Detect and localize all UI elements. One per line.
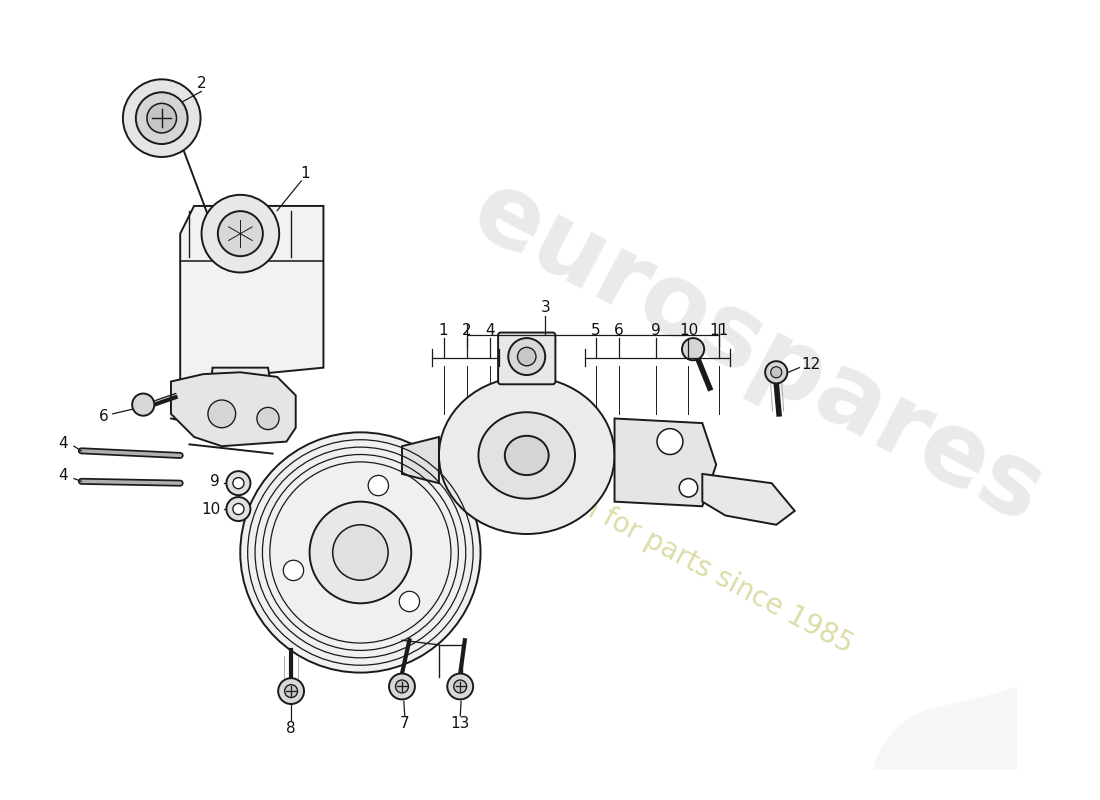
Circle shape — [368, 475, 388, 496]
Circle shape — [679, 478, 697, 497]
Circle shape — [285, 685, 298, 698]
Ellipse shape — [478, 412, 575, 498]
Circle shape — [147, 103, 176, 133]
Circle shape — [389, 674, 415, 699]
Text: 11: 11 — [710, 323, 728, 338]
Circle shape — [771, 366, 782, 378]
Circle shape — [309, 502, 411, 603]
Text: 10: 10 — [679, 323, 699, 338]
Circle shape — [396, 680, 408, 693]
Circle shape — [233, 478, 244, 489]
Text: 3: 3 — [540, 300, 550, 315]
Polygon shape — [180, 206, 323, 382]
Circle shape — [453, 680, 466, 693]
Text: 13: 13 — [451, 716, 470, 731]
Polygon shape — [702, 474, 794, 525]
Polygon shape — [208, 368, 277, 418]
Text: 12: 12 — [802, 358, 821, 372]
Text: 6: 6 — [99, 409, 109, 424]
Ellipse shape — [505, 436, 549, 475]
Text: 9: 9 — [651, 323, 661, 338]
Circle shape — [227, 497, 251, 521]
Text: 7: 7 — [400, 716, 409, 731]
Circle shape — [240, 432, 481, 673]
Text: 4: 4 — [485, 323, 495, 338]
Circle shape — [218, 211, 263, 256]
Circle shape — [657, 429, 683, 454]
Polygon shape — [615, 418, 716, 506]
Circle shape — [332, 525, 388, 580]
Text: 5: 5 — [591, 323, 601, 338]
Circle shape — [201, 195, 279, 273]
Circle shape — [233, 503, 244, 514]
Circle shape — [508, 338, 546, 375]
Circle shape — [278, 678, 304, 704]
Circle shape — [284, 560, 304, 581]
Polygon shape — [402, 437, 439, 483]
Text: 6: 6 — [614, 323, 624, 338]
FancyBboxPatch shape — [498, 333, 556, 384]
Text: 4: 4 — [58, 468, 68, 483]
Ellipse shape — [439, 377, 615, 534]
Polygon shape — [170, 372, 296, 446]
Circle shape — [399, 591, 419, 612]
Circle shape — [227, 471, 251, 495]
Circle shape — [448, 674, 473, 699]
Text: 1: 1 — [439, 323, 449, 338]
Circle shape — [682, 338, 704, 360]
Text: 4: 4 — [58, 436, 68, 451]
Text: eurospares: eurospares — [455, 162, 1059, 545]
Text: 8: 8 — [286, 721, 296, 735]
Text: 1: 1 — [300, 166, 310, 181]
Text: 2: 2 — [462, 323, 472, 338]
Text: 2: 2 — [197, 77, 207, 91]
Circle shape — [135, 92, 188, 144]
Text: 9: 9 — [210, 474, 220, 489]
Text: a passion for parts since 1985: a passion for parts since 1985 — [473, 437, 857, 658]
Circle shape — [132, 394, 154, 416]
Circle shape — [208, 400, 235, 428]
Circle shape — [766, 361, 788, 383]
Circle shape — [123, 79, 200, 157]
Circle shape — [257, 407, 279, 430]
Circle shape — [517, 347, 536, 366]
Text: 10: 10 — [201, 502, 220, 517]
